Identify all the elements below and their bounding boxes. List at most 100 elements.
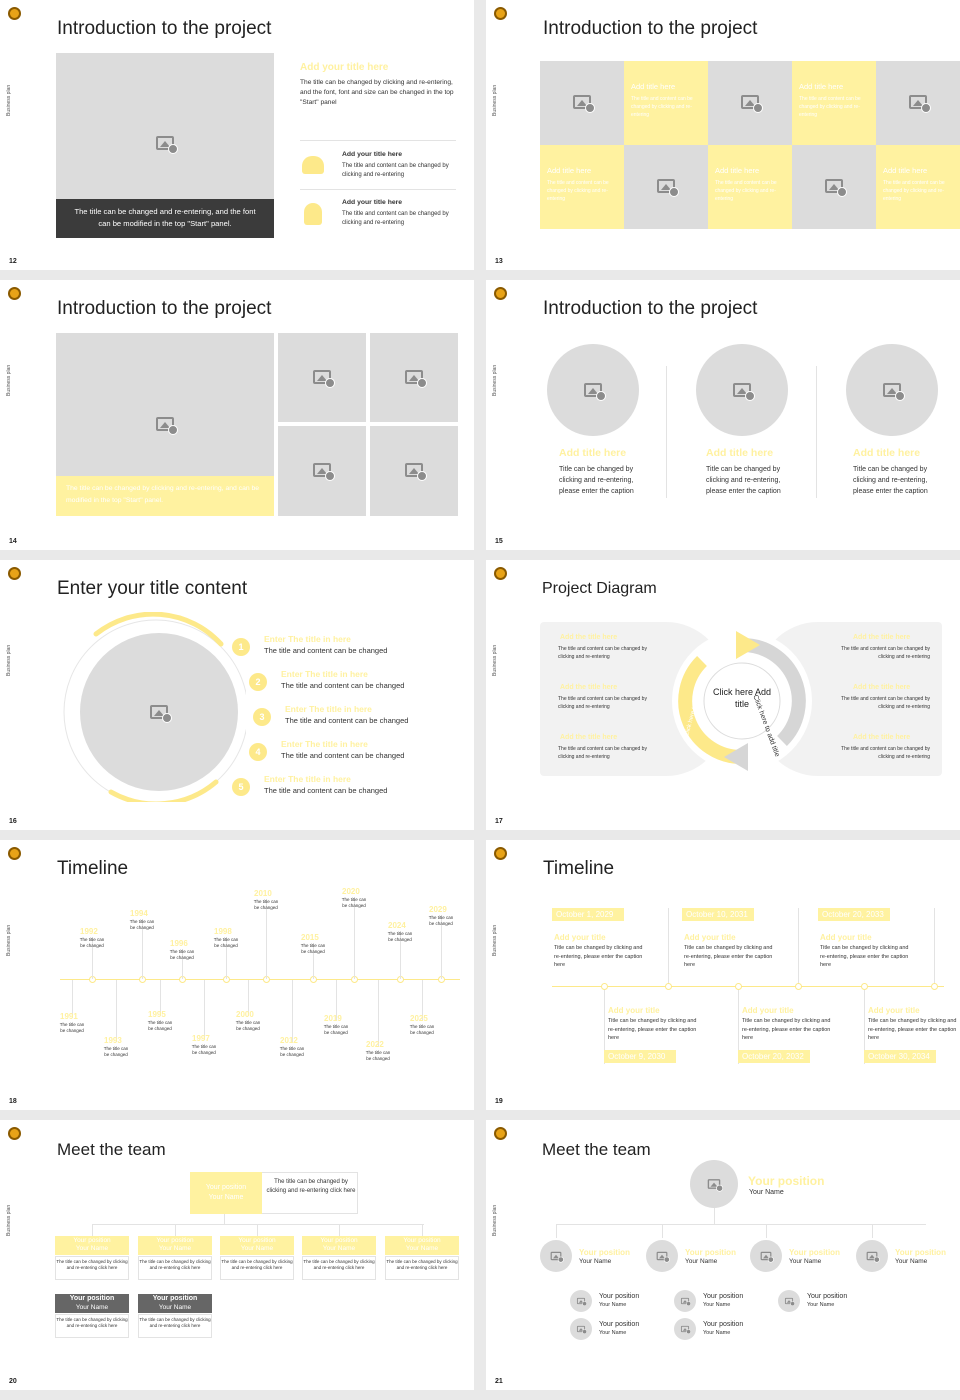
member-text: The title can be changed by clicking and… [138, 1314, 212, 1338]
name-label: Your Name [579, 1258, 612, 1265]
item-title: Enter The title in here [285, 704, 372, 714]
item-title: Add your title [554, 933, 606, 942]
item-title: Add the title here [853, 684, 911, 691]
item-title: Add your title [684, 933, 736, 942]
connector [872, 1224, 873, 1238]
slide-18[interactable]: Business plan Timeline 1992 The title can… [0, 840, 474, 1110]
item-text: The title and content can be changed by … [558, 646, 647, 660]
timeline-dot [861, 983, 868, 990]
timeline-stem [378, 980, 379, 1046]
item-number-badge: 3 [253, 708, 271, 726]
timeline-stem [313, 945, 314, 979]
side-label: Business plan [492, 1204, 498, 1236]
item-text: Title can be changed by clicking and re-… [868, 1018, 957, 1042]
slide-13[interactable]: Business plan Introduction to the projec… [486, 0, 960, 270]
image-placeholder[interactable] [370, 333, 458, 422]
image-placeholder[interactable] [278, 333, 366, 422]
avatar[interactable] [570, 1318, 592, 1340]
date-badge [604, 1050, 676, 1063]
image-icon [573, 95, 595, 113]
position-label: Your position [320, 1237, 358, 1244]
item-text: The title and content can be changed by … [342, 163, 449, 179]
text-cell [540, 145, 624, 229]
image-placeholder[interactable] [846, 344, 938, 436]
avatar[interactable] [646, 1240, 678, 1272]
slide-19[interactable]: Business plan Timeline October 1, 2029 Ad… [486, 840, 960, 1110]
image-placeholder[interactable] [696, 344, 788, 436]
image-placeholder[interactable] [56, 53, 274, 199]
timeline-stem [116, 980, 117, 1042]
avatar[interactable] [856, 1240, 888, 1272]
timeline-stem [266, 901, 267, 979]
avatar[interactable] [750, 1240, 782, 1272]
body-text: The title can be changed by clicking and… [300, 79, 454, 107]
user-icon [304, 203, 322, 225]
name-label: Your Name [895, 1258, 928, 1265]
slide-12[interactable]: Business plan Introduction to the projec… [0, 0, 474, 270]
year-label: 1991 [60, 1012, 78, 1021]
divider [300, 140, 456, 141]
text-cell [792, 61, 876, 145]
name-label: Your Name [158, 1245, 192, 1252]
side-label: Business plan [6, 644, 12, 676]
slide-21[interactable]: Business plan Meet the team Your positio… [486, 1120, 960, 1390]
cell-text: The title and content can be changed by … [799, 96, 861, 118]
logo-icon [494, 567, 507, 580]
image-placeholder[interactable] [80, 633, 238, 791]
timeline-stem [92, 939, 93, 979]
year-text: The title can be changed [79, 937, 105, 948]
avatar[interactable] [690, 1160, 738, 1208]
position-label: Your position [579, 1248, 630, 1257]
name-label: Your Name [158, 1304, 192, 1311]
connector [422, 1224, 423, 1236]
item-text: The title and content can be changed by … [841, 696, 930, 710]
member-text: The title can be changed by clicking and… [55, 1256, 129, 1280]
image-icon [680, 1297, 691, 1306]
date-badge [682, 908, 754, 921]
year-text: The title can be changed [169, 949, 195, 960]
slide-17[interactable]: Business plan Project Diagram Click here… [486, 560, 960, 830]
avatar[interactable] [674, 1318, 696, 1340]
image-placeholder[interactable] [876, 61, 960, 145]
slide-15[interactable]: Business plan Introduction to the projec… [486, 280, 960, 550]
position-box [55, 1236, 129, 1255]
connector [224, 1214, 225, 1224]
image-placeholder[interactable] [624, 145, 708, 229]
image-icon [741, 95, 763, 113]
image-placeholder[interactable] [792, 145, 876, 229]
center-label[interactable]: Click here Add title [712, 687, 772, 710]
logo-icon [8, 287, 21, 300]
connector [556, 1224, 926, 1225]
slide-14[interactable]: Business plan Introduction to the projec… [0, 280, 474, 550]
head-position: Your position [748, 1174, 825, 1188]
image-placeholder[interactable] [278, 426, 366, 516]
image-placeholder[interactable] [708, 61, 792, 145]
item-title: Add the title here [853, 634, 911, 641]
timeline-axis [552, 986, 944, 987]
year-text: The title can be changed [147, 1020, 173, 1031]
slide-title: Timeline [543, 858, 615, 879]
avatar[interactable] [570, 1290, 592, 1312]
avatar[interactable] [540, 1240, 572, 1272]
date-label: October 9, 2030 [608, 1052, 666, 1061]
avatar[interactable] [778, 1290, 800, 1312]
item-text: The title and content can be changed by … [841, 746, 930, 760]
slide-20[interactable]: Business plan Meet the team Your positio… [0, 1120, 474, 1390]
timeline-stem [441, 917, 442, 979]
image-icon [313, 463, 335, 481]
slide-number: 14 [9, 538, 17, 545]
timeline-stem [248, 980, 249, 1016]
timeline-stem [400, 933, 401, 979]
image-placeholder[interactable] [370, 426, 458, 516]
image-placeholder[interactable] [540, 61, 624, 145]
image-placeholder[interactable] [547, 344, 639, 436]
users-icon [302, 156, 324, 174]
position-label: Your position [703, 1293, 744, 1300]
name-label: Your Name [405, 1245, 439, 1252]
slide-number: 21 [495, 1378, 503, 1385]
name-label: Your Name [599, 1330, 627, 1336]
avatar[interactable] [674, 1290, 696, 1312]
slide-number: 15 [495, 538, 503, 545]
slide-16[interactable]: Business plan Enter your title content 1… [0, 560, 474, 830]
image-icon [156, 136, 178, 154]
